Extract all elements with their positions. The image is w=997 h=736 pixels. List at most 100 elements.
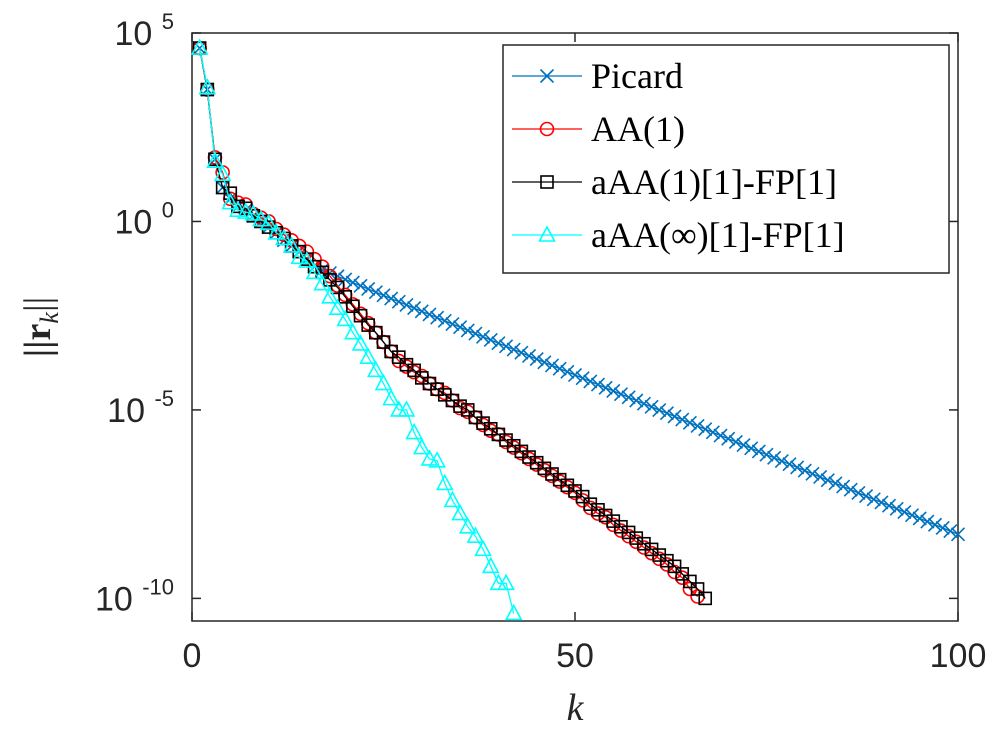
data-point [290,247,309,265]
data-point [690,418,705,434]
marker-stroke [698,422,713,437]
data-point [221,192,240,210]
marker-stroke [836,479,851,494]
legend-entry: Picard [512,56,683,96]
data-point [474,539,492,557]
marker-stroke [468,326,483,341]
data-point [198,77,217,95]
data-point [298,251,316,268]
marker-stroke [904,508,920,523]
y-tick-label-exponent: 5 [162,9,174,34]
y-tick-label: 10 5 [114,9,174,53]
data-point [305,262,324,280]
marker-stroke [621,390,636,405]
data-point [481,556,500,574]
data-point [451,503,469,521]
data-point [698,422,713,437]
data-point [820,473,835,488]
data-point [322,265,337,281]
data-point [437,313,452,328]
marker-stroke [935,520,950,536]
y-tick-label-exponent: -5 [154,386,174,411]
marker-stroke [652,402,667,418]
marker-stroke [874,495,889,510]
data-point [453,399,467,413]
marker-stroke [613,387,629,402]
marker-stroke [851,485,866,500]
marker-stroke [491,336,506,351]
data-point [881,498,897,513]
marker-stroke [805,466,820,481]
marker-stroke [476,329,491,344]
data-point [206,151,224,168]
data-point [346,299,360,314]
marker-stroke [384,291,399,306]
data-point [514,345,529,360]
marker-stroke [529,352,544,367]
data-point [598,380,613,395]
marker-stroke [422,307,437,322]
marker-stroke [606,383,621,399]
data-point [935,520,950,536]
x-tick-label: 50 [556,637,594,675]
marker-stroke [690,418,705,434]
data-point [560,364,575,379]
data-point [476,329,491,344]
marker-stroke [682,415,697,430]
data-point [950,527,966,542]
data-point [468,326,483,341]
data-point [344,322,362,340]
data-point [367,360,385,378]
y-axis-label-close: || [17,297,59,312]
marker-stroke [376,288,391,303]
data-point [912,511,927,526]
series-layer [190,38,966,621]
data-point [460,403,475,417]
data-point [336,309,355,327]
data-point [443,490,462,508]
data-point [705,425,720,440]
data-point [351,334,370,351]
data-point [313,273,332,291]
marker-stroke [560,364,575,379]
marker-stroke [430,310,445,325]
data-point [275,228,293,246]
y-tick-label: 10 0 [114,197,174,241]
data-point [659,406,674,421]
x-tick-label: 100 [930,637,987,675]
data-point [353,308,368,323]
data-point [904,508,920,523]
marker-stroke [790,460,805,475]
data-point [621,390,636,405]
data-point [583,374,598,389]
legend-marker [539,121,555,137]
y-tick-label-base: 10 [107,392,154,430]
marker-stroke [713,428,728,443]
marker-stroke [567,367,583,383]
marker-stroke [721,431,736,446]
data-point [259,213,278,231]
data-point [345,275,360,290]
data-point [859,489,874,504]
y-tick-label: 10 -5 [107,386,174,430]
marker-stroke [514,345,529,360]
data-point [836,479,851,494]
data-point [430,310,445,325]
marker-stroke [636,396,652,411]
data-point [828,476,843,491]
y-tick-label-base: 10 [114,203,161,241]
data-point [797,463,812,478]
marker-stroke [782,457,797,472]
marker-stroke [820,473,835,488]
y-tick-label-base: 10 [95,580,142,618]
data-point [667,409,682,424]
marker-stroke [322,265,337,281]
data-point [897,504,912,520]
data-point [384,291,399,306]
marker-stroke [414,304,429,319]
y-tick-label-exponent: -10 [142,574,174,599]
x-axis-label: k [567,687,585,729]
marker-stroke [927,517,943,532]
data-point [407,363,421,378]
data-point [744,441,759,456]
